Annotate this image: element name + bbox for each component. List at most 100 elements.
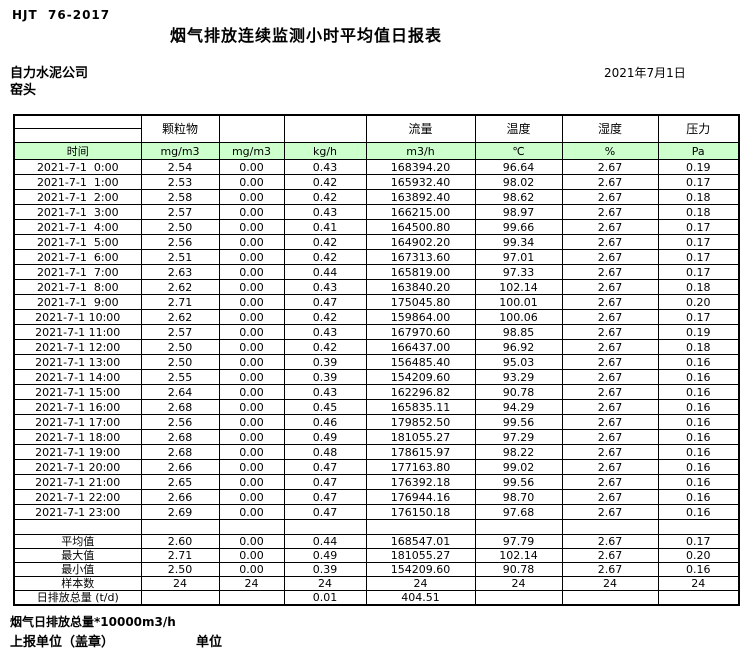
- value-cell: 0.00: [218, 444, 285, 460]
- value-cell: 167313.60: [365, 249, 476, 265]
- value-cell: 0.47: [283, 474, 367, 490]
- value-cell: 0.00: [218, 189, 285, 205]
- table-row: 2021-7-1 22:00 2.66 0.00 0.47 176944.16 98.70…: [13, 489, 740, 505]
- value-cell: 2.67: [561, 204, 659, 220]
- table-row: 2021-7-1 0:00 2.54 0.00 0.43 168394.20 96.64 2…: [13, 159, 740, 175]
- value-cell: 0.17: [657, 264, 740, 280]
- value-cell: 2.50: [140, 219, 220, 235]
- table-row: 2021-7-1 23:00 2.69 0.00 0.47 176150.18 97.68…: [13, 504, 740, 520]
- time-cell: 2021-7-1 8:00: [13, 279, 142, 295]
- header-cell-group: 颗粒物: [140, 114, 220, 143]
- value-cell: 0.16: [657, 399, 740, 415]
- value-cell: 96.92: [474, 339, 563, 355]
- value-cell: 2.67: [561, 294, 659, 310]
- value-cell: 2.68: [140, 429, 220, 445]
- value-cell: 0.43: [283, 324, 367, 340]
- time-cell: 2021-7-1 15:00: [13, 384, 142, 400]
- value-cell: 2.56: [140, 414, 220, 430]
- value-cell: 0.00: [218, 324, 285, 340]
- time-cell: 2021-7-1 23:00: [13, 504, 142, 520]
- report-table: 颗粒物 流量 温度 湿度 压力 时间 mg/m3 mg/m3 kg/h m3/h ℃% Pa 2021-…: [13, 114, 740, 606]
- value-cell: 97.01: [474, 249, 563, 265]
- summary-value-cell: 97.79: [474, 534, 563, 549]
- value-cell: 90.78: [474, 384, 563, 400]
- value-cell: 0.17: [657, 174, 740, 190]
- value-cell: 176944.16: [365, 489, 476, 505]
- table-row: 2021-7-1 20:00 2.66 0.00 0.47 177163.80 99.02…: [13, 459, 740, 475]
- value-cell: 2.65: [140, 474, 220, 490]
- table-row: 2021-7-1 7:00 2.63 0.00 0.44 165819.00 97.33 2…: [13, 264, 740, 280]
- value-cell: 0.42: [283, 234, 367, 250]
- time-cell: 2021-7-1 7:00: [13, 264, 142, 280]
- value-cell: 163840.20: [365, 279, 476, 295]
- value-cell: 2.68: [140, 399, 220, 415]
- summary-label: 最大值: [13, 548, 142, 563]
- summary-value-cell: 0.44: [283, 534, 367, 549]
- value-cell: 0.00: [218, 159, 285, 175]
- value-cell: 0.46: [283, 414, 367, 430]
- value-cell: 176150.18: [365, 504, 476, 520]
- summary-value-cell: 0.00: [218, 562, 285, 577]
- value-cell: 2.67: [561, 399, 659, 415]
- value-cell: 165819.00: [365, 264, 476, 280]
- table-row: 2021-7-1 17:00 2.56 0.00 0.46 179852.50 99.56…: [13, 414, 740, 430]
- value-cell: 2.67: [561, 249, 659, 265]
- table-row: 2021-7-1 9:00 2.71 0.00 0.47 175045.80 100.01…: [13, 294, 740, 310]
- value-cell: 0.00: [218, 234, 285, 250]
- value-cell: 162296.82: [365, 384, 476, 400]
- value-cell: 0.00: [218, 399, 285, 415]
- value-cell: 2.69: [140, 504, 220, 520]
- value-cell: 0.16: [657, 429, 740, 445]
- table-row: 2021-7-1 1:00 2.53 0.00 0.42 165932.40 98.02 2…: [13, 174, 740, 190]
- summary-value-cell: 24: [140, 576, 220, 591]
- time-cell: 2021-7-1 13:00: [13, 354, 142, 370]
- table-row: 2021-7-1 4:00 2.50 0.00 0.41 164500.80 99.66 2…: [13, 219, 740, 235]
- value-cell: 0.00: [218, 264, 285, 280]
- summary-value-cell: 2.50: [140, 562, 220, 577]
- value-cell: 97.33: [474, 264, 563, 280]
- value-cell: 100.06: [474, 309, 563, 325]
- summary-value-cell: 0.49: [283, 548, 367, 563]
- header-row-units: 时间 mg/m3 mg/m3 kg/h m3/h ℃% Pa: [13, 142, 740, 160]
- value-cell: 98.85: [474, 324, 563, 340]
- value-cell: 0.42: [283, 174, 367, 190]
- value-cell: 0.47: [283, 459, 367, 475]
- time-cell: 2021-7-1 9:00: [13, 294, 142, 310]
- value-cell: 0.00: [218, 369, 285, 385]
- reporting-unit-label: 上报单位（盖章）: [10, 635, 115, 650]
- value-cell: 99.66: [474, 219, 563, 235]
- value-cell: 2.67: [561, 324, 659, 340]
- blank-cell: [561, 519, 659, 535]
- value-cell: 2.51: [140, 249, 220, 265]
- blank-cell: [218, 519, 285, 535]
- value-cell: 96.64: [474, 159, 563, 175]
- value-cell: 97.68: [474, 504, 563, 520]
- value-cell: 0.18: [657, 204, 740, 220]
- value-cell: 2.64: [140, 384, 220, 400]
- header-cell-group: 湿度: [561, 114, 659, 143]
- summary-value-cell: [657, 590, 740, 606]
- table-row: 2021-7-1 11:00 2.57 0.00 0.43 167970.60 98.85…: [13, 324, 740, 340]
- value-cell: 163892.40: [365, 189, 476, 205]
- summary-value-cell: 0.16: [657, 562, 740, 577]
- value-cell: 0.43: [283, 204, 367, 220]
- value-cell: 98.62: [474, 189, 563, 205]
- summary-value-cell: 0.20: [657, 548, 740, 563]
- value-cell: 99.34: [474, 234, 563, 250]
- summary-value-cell: 2.71: [140, 548, 220, 563]
- value-cell: 95.03: [474, 354, 563, 370]
- value-cell: 102.14: [474, 279, 563, 295]
- value-cell: 0.17: [657, 249, 740, 265]
- value-cell: 0.16: [657, 474, 740, 490]
- value-cell: 0.42: [283, 309, 367, 325]
- standard-number: HJT 76-2017: [12, 8, 111, 22]
- summary-value-cell: 168547.01: [365, 534, 476, 549]
- value-cell: 0.16: [657, 414, 740, 430]
- value-cell: 2.66: [140, 489, 220, 505]
- time-header-cell: 时间: [13, 142, 142, 160]
- value-cell: 2.54: [140, 159, 220, 175]
- blank-cell: [283, 519, 367, 535]
- value-cell: 0.17: [657, 219, 740, 235]
- time-cell: 2021-7-1 16:00: [13, 399, 142, 415]
- value-cell: 2.67: [561, 264, 659, 280]
